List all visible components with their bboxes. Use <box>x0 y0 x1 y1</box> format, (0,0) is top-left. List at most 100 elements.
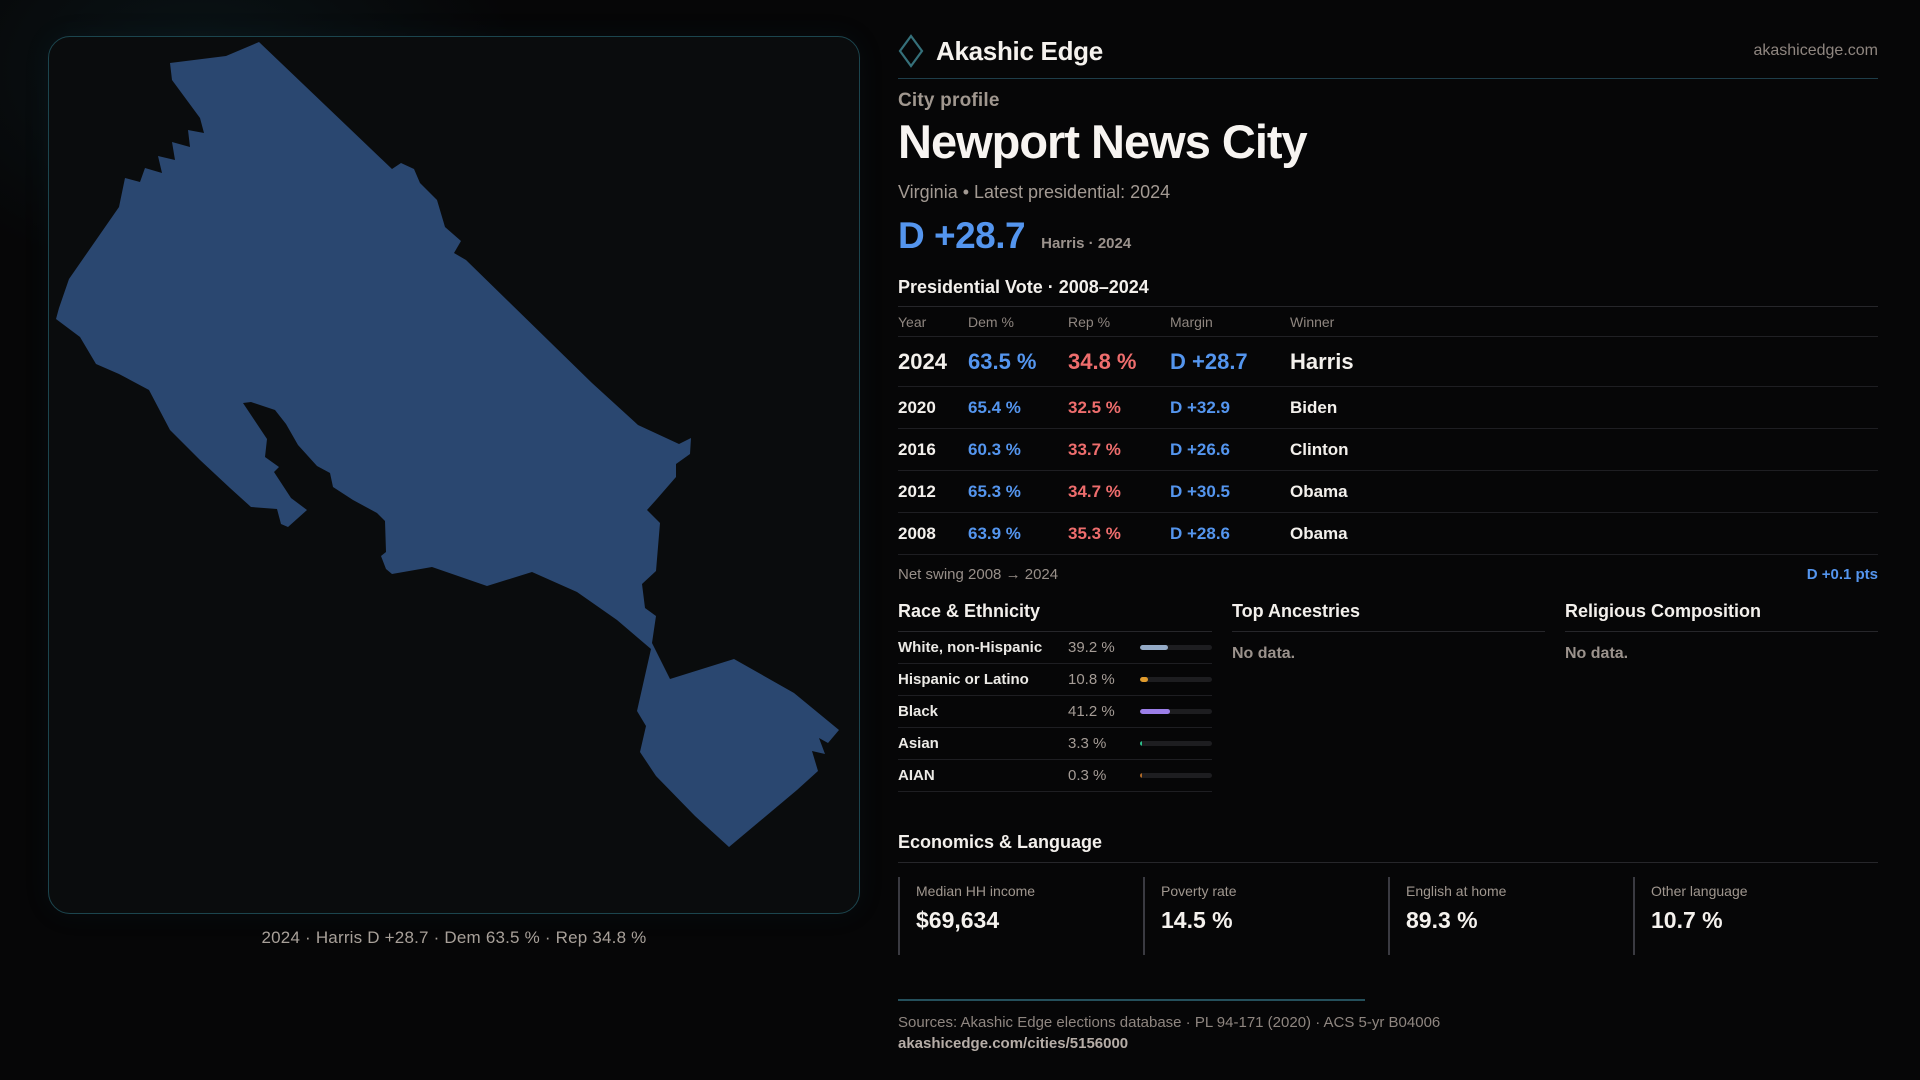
net-swing-value: D +0.1 pts <box>1806 565 1878 583</box>
list-item: AIAN 0.3 % <box>898 760 1212 792</box>
list-item: Hispanic or Latino 10.8 % <box>898 664 1212 696</box>
cell-winner: Harris <box>1290 348 1354 374</box>
cell-year: 2016 <box>898 439 936 459</box>
header-divider <box>898 78 1878 79</box>
headline-margin-value: D +28.7 <box>898 215 1026 256</box>
cell-margin: D +26.6 <box>1170 439 1231 459</box>
footer-divider <box>898 999 1365 1001</box>
race-bar-track <box>1140 773 1212 778</box>
cell-winner: Clinton <box>1290 439 1349 459</box>
headline-margin-row: D +28.7 Harris · 2024 <box>898 215 1878 257</box>
cell-dem: 63.5 % <box>968 348 1037 374</box>
map-panel <box>48 36 860 914</box>
col-header-year: Year <box>898 313 927 330</box>
vote-table-title: Presidential Vote · 2008–2024 <box>898 277 1149 297</box>
race-value: 41.2 % <box>1068 703 1115 720</box>
table-row-2012: 2012 65.3 % 34.7 % D +30.5 Obama <box>898 471 1878 513</box>
footer-permalink-link[interactable]: akashicedge.com/cities/5156000 <box>898 1035 1129 1052</box>
cell-rep: 34.7 % <box>1068 481 1121 501</box>
cell-margin: D +32.9 <box>1170 397 1231 417</box>
map-caption: 2024 · Harris D +28.7 · Dem 63.5 % · Rep… <box>261 928 647 947</box>
net-swing-label: Net swing 2008 → 2024 <box>898 565 1059 583</box>
race-bar-track <box>1140 709 1212 714</box>
race-bar-track <box>1140 741 1212 746</box>
col-header-winner: Winner <box>1290 313 1335 330</box>
stat-label: Other language <box>1651 883 1748 899</box>
vote-table-header: Year Dem % Rep % Margin Winner <box>898 307 1878 337</box>
demographics-columns: Race & Ethnicity White, non-Hispanic 39.… <box>898 601 1878 792</box>
stat-card-english-at-home: English at home 89.3 % <box>1388 877 1633 955</box>
race-label: White, non-Hispanic <box>898 639 1043 656</box>
cell-year: 2008 <box>898 523 936 543</box>
race-label: Asian <box>898 735 939 752</box>
stat-card-other-language: Other language 10.7 % <box>1633 877 1878 955</box>
list-item: Asian 3.3 % <box>898 728 1212 760</box>
brand-name: Akashic Edge <box>936 35 1103 66</box>
religion-title: Religious Composition <box>1565 601 1878 632</box>
net-swing-row: Net swing 2008 → 2024 D +0.1 pts <box>898 555 1878 593</box>
brand-domain-link[interactable]: akashicedge.com <box>1753 42 1878 59</box>
economics-cards: Median HH income $69,634 Poverty rate 14… <box>898 877 1878 955</box>
brand-diamond-icon <box>898 34 924 68</box>
race-bar-fill <box>1140 773 1142 778</box>
race-bar-track <box>1140 677 1212 682</box>
cell-year: 2020 <box>898 397 936 417</box>
top-ancestries-title: Top Ancestries <box>1232 601 1545 632</box>
cell-rep: 32.5 % <box>1068 397 1121 417</box>
cell-dem: 60.3 % <box>968 439 1021 459</box>
cell-rep: 34.8 % <box>1068 348 1137 374</box>
list-item: White, non-Hispanic 39.2 % <box>898 632 1212 664</box>
cell-winner: Obama <box>1290 523 1348 543</box>
race-label: AIAN <box>898 767 935 784</box>
footer: Sources: Akashic Edge elections database… <box>898 999 1878 1052</box>
economics-divider <box>898 862 1878 863</box>
race-label: Hispanic or Latino <box>898 671 1029 688</box>
race-label: Black <box>898 703 939 720</box>
cell-dem: 65.3 % <box>968 481 1021 501</box>
cell-rep: 33.7 % <box>1068 439 1121 459</box>
race-bar-track <box>1140 645 1212 650</box>
subtitle: Virginia • Latest presidential: 2024 <box>898 182 1171 202</box>
cell-year: 2012 <box>898 481 936 501</box>
race-ethnicity-title: Race & Ethnicity <box>898 601 1212 632</box>
col-header-rep: Rep % <box>1068 313 1111 330</box>
stat-value: $69,634 <box>916 907 1000 933</box>
race-value: 39.2 % <box>1068 639 1115 656</box>
race-value: 3.3 % <box>1068 735 1107 752</box>
table-row-2024: 2024 63.5 % 34.8 % D +28.7 Harris <box>898 337 1878 387</box>
race-bar-fill <box>1140 709 1170 714</box>
page-title: Newport News City <box>898 115 1308 168</box>
table-row-2016: 2016 60.3 % 33.7 % D +26.6 Clinton <box>898 429 1878 471</box>
brand-header: Akashic Edge akashicedge.com <box>898 34 1878 68</box>
cell-rep: 35.3 % <box>1068 523 1121 543</box>
stat-label: Median HH income <box>916 883 1036 899</box>
footer-sources: Sources: Akashic Edge elections database… <box>898 1014 1441 1031</box>
stat-card-median-income: Median HH income $69,634 <box>898 877 1143 955</box>
cell-dem: 65.4 % <box>968 397 1021 417</box>
race-value: 0.3 % <box>1068 767 1107 784</box>
list-item: Black 41.2 % <box>898 696 1212 728</box>
race-bar-fill <box>1140 677 1148 682</box>
race-ethnicity-section: Race & Ethnicity White, non-Hispanic 39.… <box>898 601 1212 792</box>
religion-empty: No data. <box>1565 645 1629 662</box>
top-ancestries-empty: No data. <box>1232 645 1296 662</box>
stat-label: Poverty rate <box>1161 883 1237 899</box>
table-row-2020: 2020 65.4 % 32.5 % D +32.9 Biden <box>898 387 1878 429</box>
stat-value: 89.3 % <box>1406 907 1478 933</box>
race-value: 10.8 % <box>1068 671 1115 688</box>
cell-dem: 63.9 % <box>968 523 1021 543</box>
col-header-dem: Dem % <box>968 313 1014 330</box>
stat-value: 14.5 % <box>1161 907 1233 933</box>
city-profile-panel: Akashic Edge akashicedge.com City profil… <box>898 34 1878 1052</box>
vote-table-topline <box>898 306 1878 307</box>
cell-margin: D +30.5 <box>1170 481 1231 501</box>
stat-value: 10.7 % <box>1651 907 1723 933</box>
top-ancestries-section: Top Ancestries No data. <box>1232 601 1545 792</box>
cell-winner: Biden <box>1290 397 1338 417</box>
religion-section: Religious Composition No data. <box>1565 601 1878 792</box>
table-row-2008: 2008 63.9 % 35.3 % D +28.6 Obama <box>898 513 1878 555</box>
cell-year: 2024 <box>898 348 947 374</box>
kicker: City profile <box>898 90 1000 111</box>
cell-winner: Obama <box>1290 481 1348 501</box>
race-bar-fill <box>1140 645 1169 650</box>
